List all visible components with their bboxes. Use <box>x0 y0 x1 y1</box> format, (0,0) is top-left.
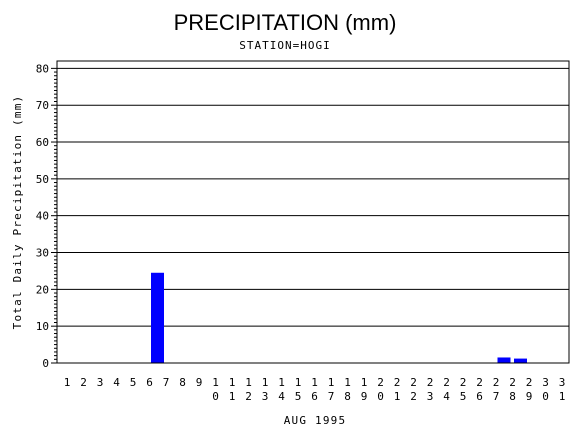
x-tick-label: 4 <box>113 376 120 389</box>
y-tick-label: 40 <box>36 210 49 223</box>
x-tick-label: 8 <box>179 376 186 389</box>
grid-lines <box>57 67 569 327</box>
y-tick-label: 60 <box>36 136 49 149</box>
x-axis: 1 2 3 4 5 6 7 8 9 1 01 11 21 31 41 51 61 71 81 92 02 12 22 32 42… <box>64 376 566 403</box>
x-axis-label: AUG 1995 <box>284 414 347 427</box>
chart-subtitle: STATION=HOGI <box>239 39 330 52</box>
y-tick-label: 50 <box>36 173 49 186</box>
bar-day-6 <box>151 272 164 363</box>
y-tick-label: 30 <box>36 247 49 260</box>
chart-title: PRECIPITATION (mm) <box>174 10 397 35</box>
x-tick-label: 3 <box>97 376 104 389</box>
bar-day-27 <box>497 357 511 363</box>
x-tick-label: 5 <box>130 376 137 389</box>
bar-day-28 <box>514 358 527 363</box>
y-tick-label: 80 <box>36 62 49 75</box>
y-tick-label: 10 <box>36 320 49 333</box>
x-tick-label: 9 <box>196 376 203 389</box>
x-tick-label: 1 <box>64 376 71 389</box>
y-tick-label: 20 <box>36 283 49 296</box>
bars <box>151 272 527 363</box>
y-tick-label: 70 <box>36 99 49 112</box>
plot-frame <box>56 60 570 364</box>
x-tick-label: 6 <box>146 376 153 389</box>
y-axis-label: Total Daily Precipitation (mm) <box>11 95 24 330</box>
y-axis: 0 10 20 30 40 50 60 70 80 <box>36 62 57 370</box>
x-tick-label: 2 <box>80 376 87 389</box>
y-tick-label: 0 <box>42 357 49 370</box>
x-tick-label: 7 <box>163 376 170 389</box>
